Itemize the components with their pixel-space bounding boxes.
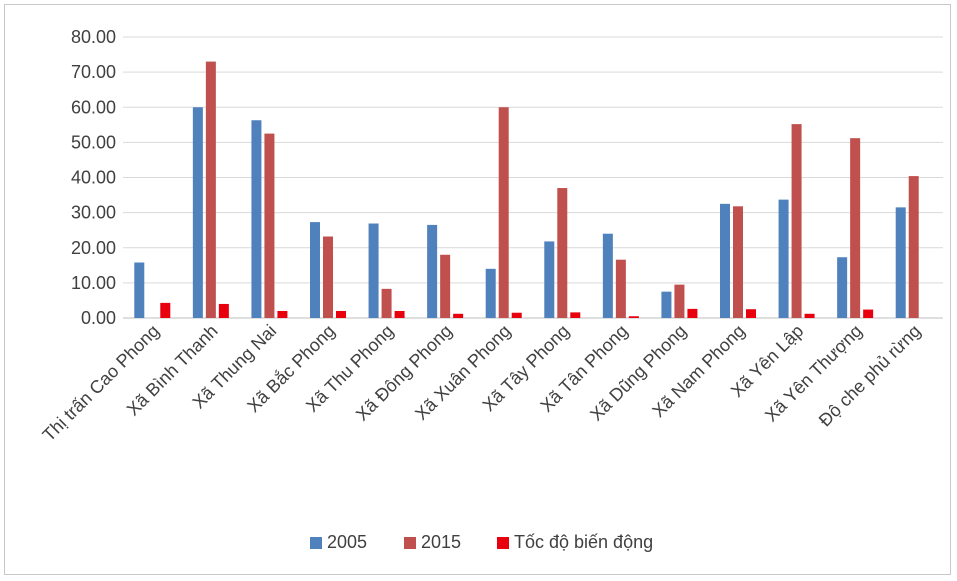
legend: 2005 2015 Tốc độ biến động [310, 532, 653, 552]
legend-swatch [497, 537, 509, 549]
bar-2005 [602, 233, 613, 318]
y-tick-label: 20.00 [71, 238, 116, 258]
y-tick-label: 50.00 [71, 132, 116, 152]
bar-tốc-độ-biến-động [277, 310, 288, 318]
bar-tốc-độ-biến-động [511, 312, 522, 318]
bar-2015 [674, 284, 685, 318]
y-tick-label: 80.00 [71, 27, 116, 47]
bar-2015 [615, 259, 626, 318]
legend-label: Tốc độ biến động [514, 532, 653, 552]
bar-2005 [837, 257, 848, 318]
bar-2005 [310, 222, 320, 318]
bar-2005 [544, 241, 555, 318]
bar-tốc-độ-biến-động [394, 310, 405, 318]
y-tick-label: 60.00 [71, 97, 116, 117]
bar-2005 [485, 268, 496, 318]
bar-tốc-độ-biến-động [746, 309, 756, 318]
y-axis: 0.00 10.00 20.00 30.00 40.00 50.00 60.00 70.00 8… [71, 27, 116, 328]
legend-label: 2015 [421, 532, 461, 552]
bar-2005 [134, 262, 145, 318]
bar-2015 [733, 206, 743, 318]
y-tick-label: 70.00 [71, 62, 116, 82]
bar-2005 [427, 224, 438, 318]
legend-swatch [310, 537, 322, 549]
bar-2005 [661, 291, 672, 318]
bar-tốc-độ-biến-động [863, 309, 874, 318]
bar-tốc-độ-biến-động [160, 302, 171, 318]
bar-2015 [908, 176, 919, 318]
bar-2015 [205, 61, 216, 319]
y-tick-label: 10.00 [71, 273, 116, 293]
bar-2015 [850, 138, 861, 318]
bar-2015 [791, 124, 802, 318]
bar-2005 [895, 207, 906, 318]
bar-tốc-độ-biến-động [570, 312, 581, 318]
bar-2015 [557, 188, 568, 318]
bar-2015 [498, 107, 509, 318]
bar-tốc-độ-biến-động [453, 313, 464, 318]
bar-tốc-độ-biến-động [218, 303, 229, 318]
bar-tốc-độ-biến-động [628, 316, 639, 318]
bar-2015 [381, 288, 392, 318]
x-category-label: Độ che phủ rừng [815, 321, 925, 431]
bar-2005 [720, 203, 730, 318]
bar-2005 [778, 199, 789, 318]
bar-2015 [323, 236, 333, 318]
bar-tốc-độ-biến-động [336, 310, 346, 318]
gridlines [123, 36, 943, 319]
legend-swatch [404, 537, 416, 549]
bars [134, 61, 919, 319]
y-tick-label: 0.00 [81, 308, 116, 328]
y-tick-label: 40.00 [71, 168, 116, 188]
bar-2015 [264, 133, 275, 318]
bar-2005 [251, 120, 262, 318]
y-tick-label: 30.00 [71, 203, 116, 223]
bar-2015 [440, 254, 451, 318]
bar-tốc-độ-biến-động [687, 308, 698, 318]
bar-2005 [368, 223, 379, 318]
legend-label: 2005 [327, 532, 367, 552]
bar-2005 [192, 107, 203, 318]
bar-tốc-độ-biến-động [804, 313, 815, 318]
